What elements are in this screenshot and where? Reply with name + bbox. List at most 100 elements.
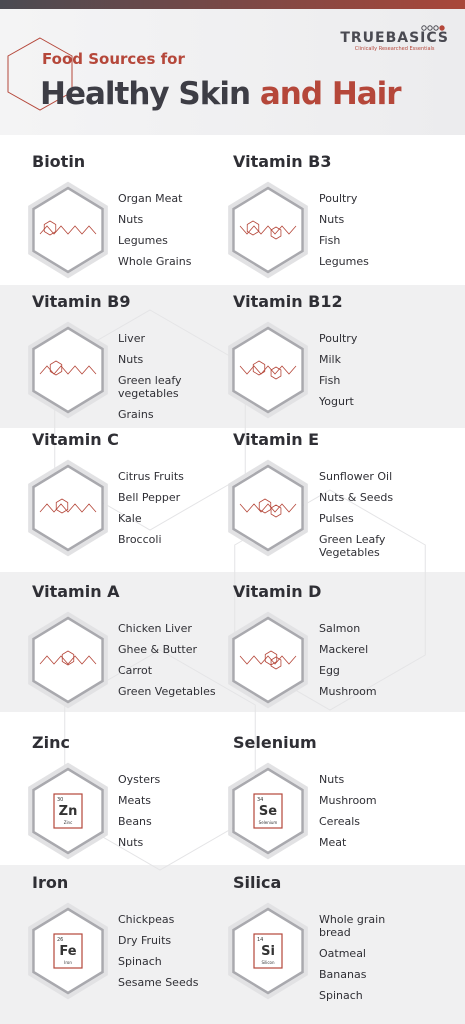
food-item: Nuts [118,836,144,849]
icon-hexagon-outer [228,459,308,557]
icon-hexagon-outer [28,321,108,419]
food-list: Poultry Nuts Fish Legumes [319,192,419,268]
ring [43,220,57,236]
food-item: Organ Meat [118,192,183,205]
food-list: Chicken Liver Ghee & Butter Carrot Green Ve… [118,622,218,698]
icon-hexagon-outer [228,181,308,279]
nutrient-title: Vitamin E [233,430,320,449]
molecule [239,650,297,670]
element-tile [253,933,283,969]
food-item: Bananas [319,968,367,981]
element-label: Silicon [261,960,275,965]
bond [39,503,97,513]
food-item: Pulses [319,512,354,525]
food-item: Legumes [118,234,168,247]
top-bar [0,0,465,9]
logo-tagline: Clinically Researched Essentials [354,46,435,52]
icon-hexagon [232,186,304,274]
food-item: Chicken Liver [118,622,192,635]
header-bg [0,0,465,135]
food-list: Poultry Milk Fish Yogurt [319,332,419,408]
header-hexagon [7,37,73,111]
food-item: Green leafy vegetables [118,374,182,400]
element-number: 34 [257,797,263,803]
food-item: Broccoli [118,533,162,546]
logo-name: TRUEBASICS [340,30,449,46]
subtitle: Food Sources for [42,50,185,68]
food-item: Grains [118,408,154,421]
ring [270,656,282,670]
element-label: Selenium [259,820,278,825]
food-item: Sunflower Oil [319,470,393,483]
icon-hexagon [32,186,104,274]
ring [252,360,266,376]
element-label: Iron [64,960,72,965]
food-item: Whole grain bread [319,913,386,939]
ring [61,650,75,666]
food-item: Carrot [118,664,153,677]
bond [39,365,97,375]
food-item: Ghee & Butter [118,643,198,656]
food-item: Sesame Seeds [118,976,199,989]
element-symbol: Se [259,804,277,819]
food-item: Oatmeal [319,947,366,960]
element-symbol: Si [261,944,275,959]
bond [239,503,297,513]
bond [239,655,297,665]
food-item: Bell Pepper [118,491,181,504]
food-item: Mushroom [319,685,377,698]
icon-hexagon [232,326,304,414]
molecule [39,650,97,666]
food-item: Whole Grains [118,255,192,268]
icon-hexagon [232,464,304,552]
food-item: Nuts [319,773,345,786]
food-list: Chickpeas Dry Fruits Spinach Sesame Seeds [118,913,218,989]
nutrient-title: Vitamin B12 [233,292,343,311]
food-item: Fish [319,234,341,247]
icon-hexagon [32,326,104,414]
element-tile [253,793,283,829]
food-item: Nuts & Seeds [319,491,394,504]
food-list: Oysters Meats Beans Nuts [118,773,218,849]
element-symbol: Fe [59,944,76,959]
food-item: Kale [118,512,142,525]
title-part: Healthy Skin [40,76,251,112]
food-item: Spinach [118,955,162,968]
element-symbol: Zn [59,804,78,819]
icon-hexagon [232,616,304,704]
food-item: Salmon [319,622,361,635]
food-item: Oysters [118,773,161,786]
icon-hexagon-outer [28,762,108,860]
food-item: Nuts [118,213,144,226]
food-item: Meats [118,794,152,807]
food-list: Nuts Mushroom Cereals Meat [319,773,419,849]
bond [39,655,97,665]
nutrient-title: Vitamin B3 [233,152,332,171]
nutrient-title: Zinc [32,733,70,752]
food-item: Mackerel [319,643,369,656]
molecule [239,220,297,240]
element-tile [53,793,83,829]
bond [39,225,97,235]
food-item: Milk [319,353,341,366]
food-item: Egg [319,664,340,677]
nutrient-title: Vitamin D [233,582,322,601]
food-item: Meat [319,836,347,849]
element-label: Zinc [64,820,73,825]
molecule [239,498,297,518]
icon-hexagon-outer [228,902,308,1000]
element-number: 26 [57,937,63,943]
food-item: Fish [319,374,341,387]
ring [270,504,282,518]
title: Healthy Skin and Hair [40,76,402,112]
food-item: Cereals [319,815,361,828]
icon-hexagon-outer [28,459,108,557]
icon-hexagon [32,616,104,704]
food-item: Legumes [319,255,369,268]
nutrient-title: Vitamin B9 [32,292,131,311]
food-item: Liver [118,332,145,345]
food-item: Green Vegetables [118,685,216,698]
deco-hexagon [234,489,426,711]
icon-hexagon-outer [28,611,108,709]
